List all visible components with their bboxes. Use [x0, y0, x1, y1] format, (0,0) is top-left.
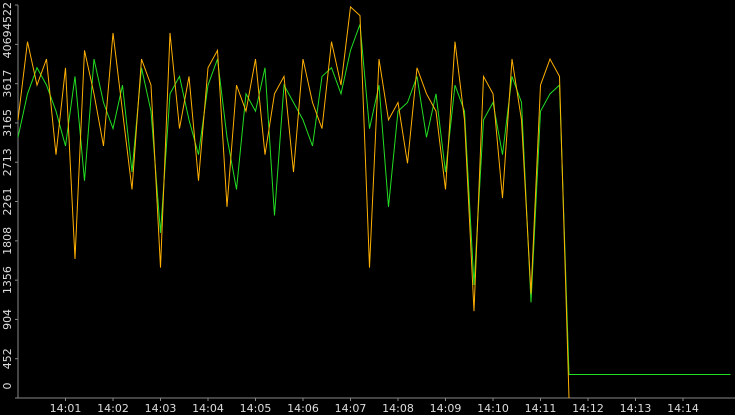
y-tick-label: 0 — [1, 383, 14, 390]
x-tick-label: 14:07 — [335, 402, 367, 415]
y-tick-label: 3617 — [1, 70, 14, 98]
y-tick-label: 1808 — [1, 227, 14, 255]
y-tick-label: 2261 — [1, 188, 14, 216]
x-tick-label: 14:01 — [50, 402, 82, 415]
x-tick-label: 14:14 — [667, 402, 699, 415]
x-tick-label: 14:12 — [572, 402, 604, 415]
y-tick-label: 1356 — [1, 266, 14, 294]
x-tick-label: 14:05 — [240, 402, 272, 415]
y-tick-label: 4069 — [1, 30, 14, 58]
y-tick-label: 3165 — [1, 109, 14, 137]
y-tick-label: 4522 — [1, 2, 14, 30]
x-tick-label: 14:08 — [382, 402, 414, 415]
series-line — [17, 24, 731, 376]
x-tick-label: 14:06 — [287, 402, 319, 415]
y-tick-label: 452 — [1, 348, 14, 369]
x-tick-label: 14:11 — [525, 402, 557, 415]
x-tick-label: 14:02 — [97, 402, 129, 415]
x-tick-label: 14:04 — [192, 402, 224, 415]
x-tick-label: 14:10 — [477, 402, 509, 415]
y-tick-label: 904 — [1, 309, 14, 330]
x-tick-label: 14:13 — [620, 402, 652, 415]
y-tick-label: 2713 — [1, 148, 14, 176]
x-tick-label: 14:09 — [430, 402, 462, 415]
series-line — [17, 5, 570, 399]
x-tick-label: 14:03 — [145, 402, 177, 415]
